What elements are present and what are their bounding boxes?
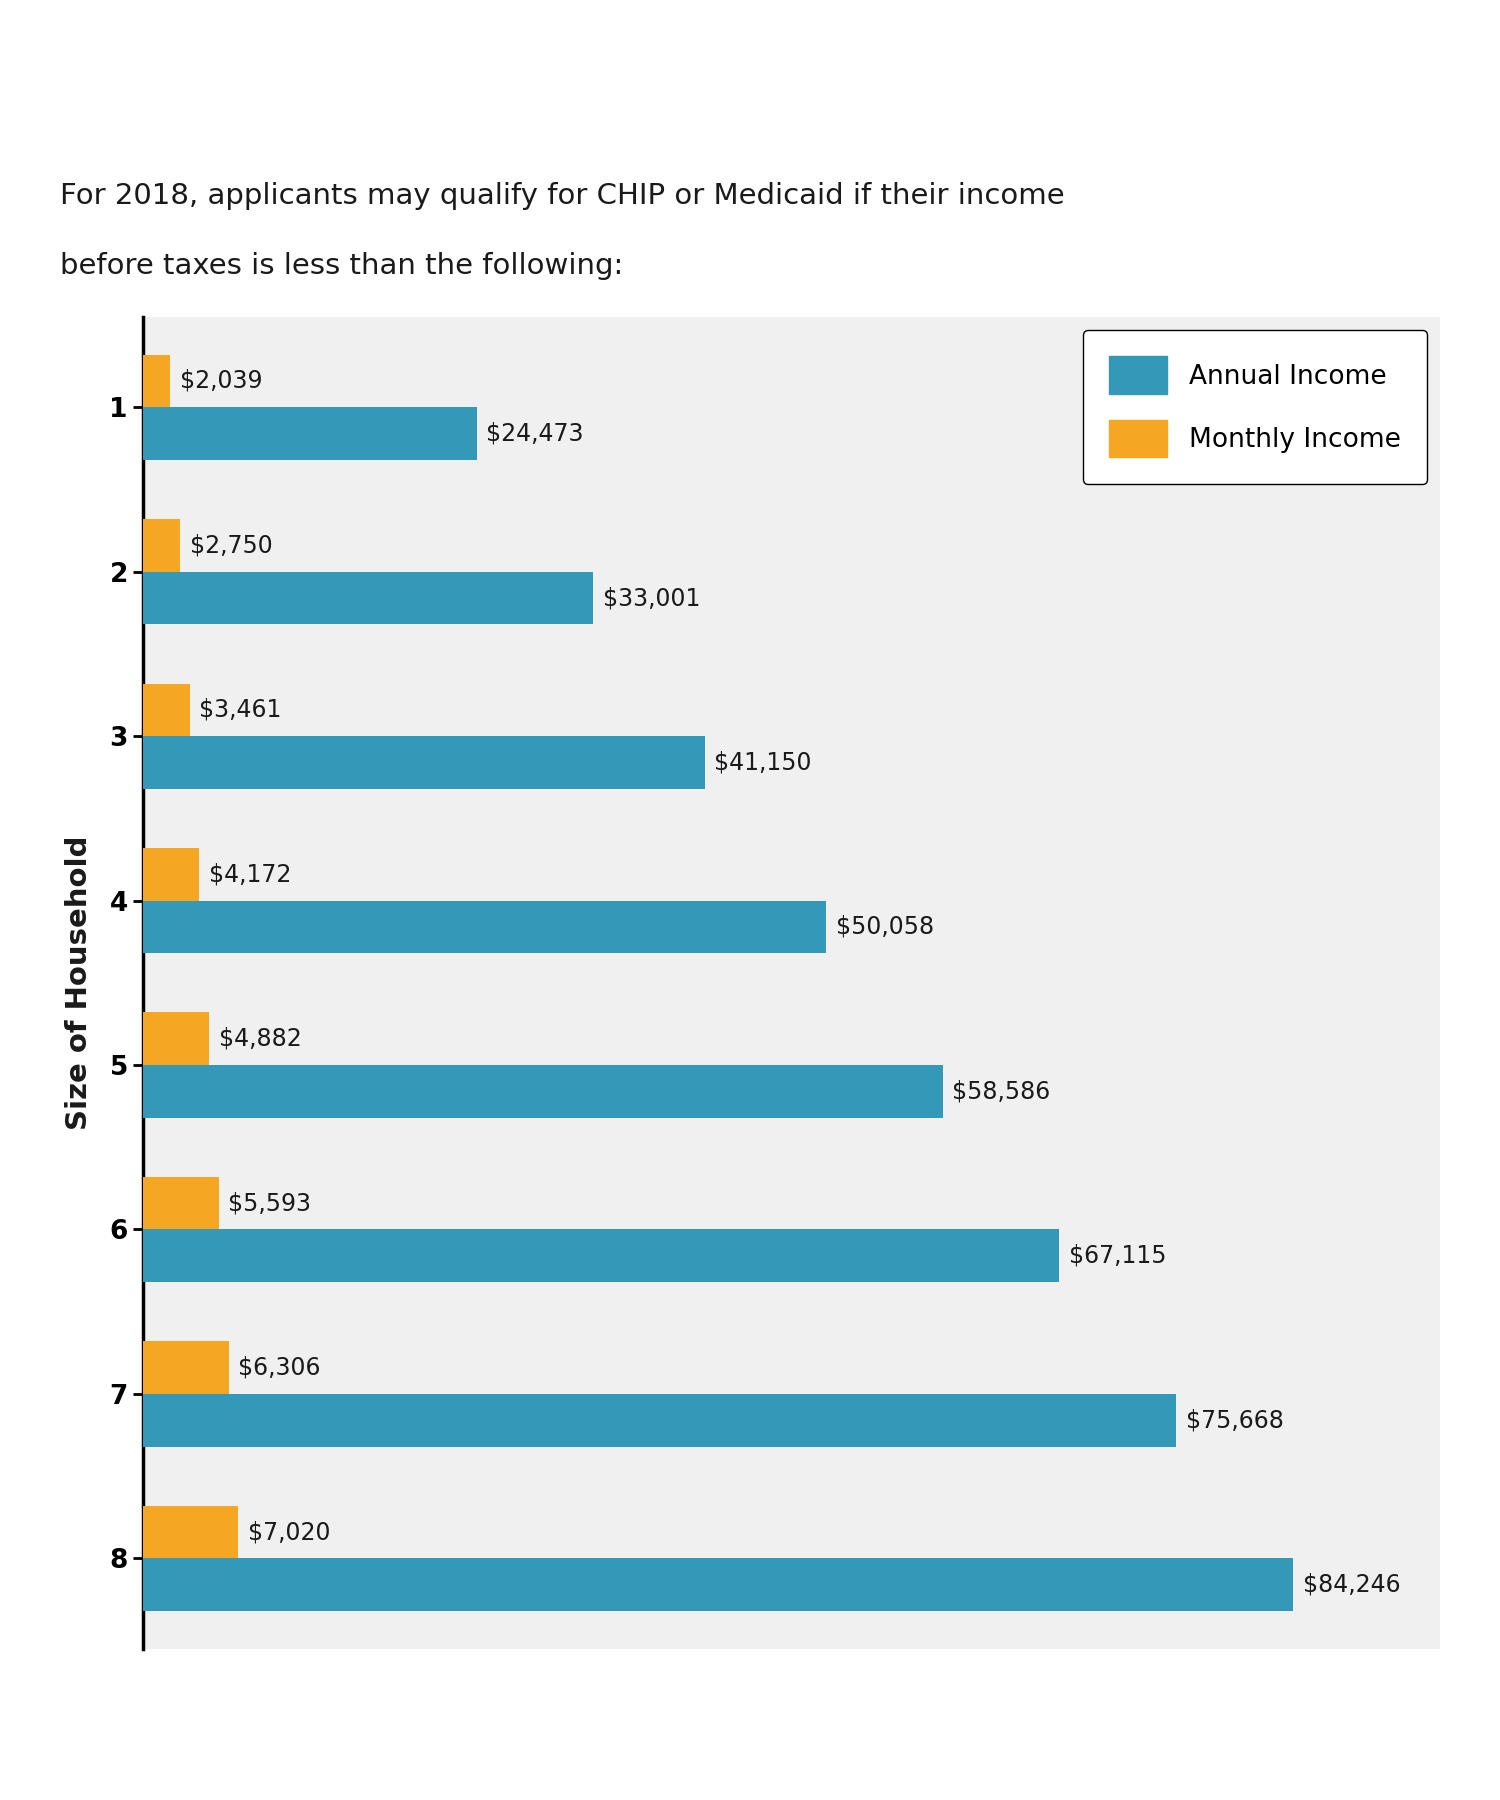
Text: $41,150: $41,150 [714,751,812,774]
Text: $33,001: $33,001 [603,587,700,610]
Text: Powered by MEDICARE Health Benefits: Powered by MEDICARE Health Benefits [490,1764,1010,1789]
Bar [142,684,190,736]
Text: $67,115: $67,115 [1068,1244,1166,1267]
Bar [142,736,705,788]
Bar [142,1559,1293,1611]
Bar [142,407,477,459]
Bar [142,518,180,572]
Bar [142,1229,1059,1282]
Bar [142,1341,228,1393]
Bar [142,900,827,954]
Bar [142,1393,1176,1447]
Bar [142,848,200,900]
Text: $58,586: $58,586 [952,1080,1050,1103]
Bar [142,572,592,625]
Text: $4,882: $4,882 [219,1026,302,1051]
Text: Texas Medicaid Income Guidelines: Texas Medicaid Income Guidelines [60,43,1454,112]
Bar [142,1066,942,1118]
Text: $6,306: $6,306 [238,1355,321,1379]
Y-axis label: Size of Household: Size of Household [64,835,93,1130]
Bar [142,1012,208,1066]
Text: $3,461: $3,461 [200,698,282,722]
Text: $2,039: $2,039 [180,369,262,392]
Text: $2,750: $2,750 [189,533,273,558]
Text: $7,020: $7,020 [248,1519,330,1544]
Text: $5,593: $5,593 [228,1192,312,1215]
Text: $24,473: $24,473 [486,421,584,446]
Text: $84,246: $84,246 [1302,1573,1401,1597]
Legend: Annual Income, Monthly Income: Annual Income, Monthly Income [1083,329,1426,484]
Text: $75,668: $75,668 [1185,1408,1284,1433]
Text: For 2018, applicants may qualify for CHIP or Medicaid if their income: For 2018, applicants may qualify for CHI… [60,182,1065,211]
Bar [142,1507,238,1559]
Bar [142,1177,219,1229]
Text: MedicarePlanFinder.com: MedicarePlanFinder.com [405,1697,1095,1746]
Text: before taxes is less than the following:: before taxes is less than the following: [60,252,624,279]
Text: $50,058: $50,058 [836,914,934,940]
Bar [142,355,171,407]
Text: $4,172: $4,172 [209,862,291,886]
